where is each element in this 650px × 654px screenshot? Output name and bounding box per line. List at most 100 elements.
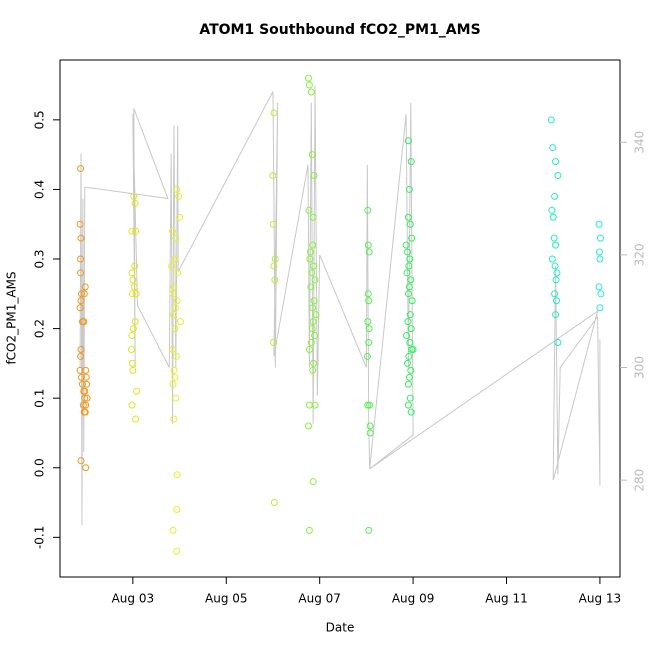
y2-tick-label: 300	[633, 356, 647, 379]
point	[171, 304, 179, 312]
point	[305, 401, 313, 409]
point	[174, 269, 182, 277]
y2-tick-label: 340	[633, 131, 647, 154]
point	[173, 506, 181, 514]
point	[173, 185, 181, 193]
point	[77, 269, 85, 277]
point	[129, 325, 137, 333]
point	[404, 401, 412, 409]
point	[270, 109, 278, 117]
point	[131, 262, 139, 270]
point	[304, 422, 312, 430]
point	[366, 429, 374, 437]
point	[77, 297, 85, 305]
y2-tick-label: 280	[633, 469, 647, 492]
point	[80, 290, 88, 298]
point	[133, 387, 141, 395]
point	[403, 248, 411, 256]
point	[551, 290, 559, 298]
point	[405, 352, 413, 360]
point	[173, 297, 181, 305]
y-tick-label: 0.0	[33, 458, 47, 477]
point	[170, 415, 178, 423]
point	[131, 318, 139, 326]
point	[172, 394, 180, 402]
point	[305, 526, 313, 534]
point	[170, 283, 178, 291]
point	[309, 241, 317, 249]
point	[548, 206, 556, 214]
point	[404, 318, 412, 326]
point	[77, 457, 85, 465]
point	[128, 359, 136, 367]
point	[309, 366, 317, 374]
point	[364, 241, 372, 249]
point	[405, 185, 413, 193]
point	[408, 297, 416, 305]
point	[81, 283, 89, 291]
point	[77, 234, 85, 242]
point	[405, 262, 413, 270]
point	[305, 206, 313, 214]
point	[77, 352, 85, 360]
point	[407, 325, 415, 333]
point	[407, 366, 415, 374]
point	[552, 158, 560, 166]
point	[404, 380, 412, 388]
point	[176, 213, 184, 221]
point	[309, 304, 317, 312]
point	[177, 318, 185, 326]
x-tick-label: Aug 11	[485, 592, 528, 606]
point	[311, 276, 319, 284]
point	[128, 227, 136, 235]
point	[311, 332, 319, 340]
point	[407, 276, 415, 284]
point	[269, 220, 277, 228]
point	[406, 311, 414, 319]
point	[307, 283, 315, 291]
point	[304, 74, 312, 82]
point	[169, 290, 177, 298]
point	[308, 325, 316, 333]
point	[552, 311, 560, 319]
point	[130, 192, 138, 200]
point	[554, 339, 562, 347]
point	[175, 192, 183, 200]
point	[595, 283, 603, 291]
point	[169, 227, 177, 235]
point	[306, 248, 314, 256]
point	[363, 352, 371, 360]
point	[552, 297, 560, 305]
point	[553, 269, 561, 277]
y-tick-label: 0.1	[33, 389, 47, 408]
point	[129, 276, 137, 284]
point	[405, 373, 413, 381]
plot-frame	[59, 59, 621, 578]
y2-tick-label: 320	[633, 243, 647, 266]
point	[130, 283, 138, 291]
point	[551, 262, 559, 270]
point	[269, 339, 277, 347]
point	[402, 241, 410, 249]
point	[403, 269, 411, 277]
point	[365, 248, 373, 256]
point	[310, 172, 318, 180]
point	[83, 380, 91, 388]
point	[308, 269, 316, 277]
point	[270, 262, 278, 270]
line	[79, 85, 601, 526]
point	[548, 255, 556, 263]
point	[595, 248, 603, 256]
point	[171, 373, 179, 381]
point	[77, 290, 85, 298]
point	[76, 304, 84, 312]
point	[364, 318, 372, 326]
point	[77, 255, 85, 263]
point	[82, 464, 90, 472]
point	[552, 241, 560, 249]
point	[554, 172, 562, 180]
point	[404, 213, 412, 221]
point	[128, 332, 136, 340]
